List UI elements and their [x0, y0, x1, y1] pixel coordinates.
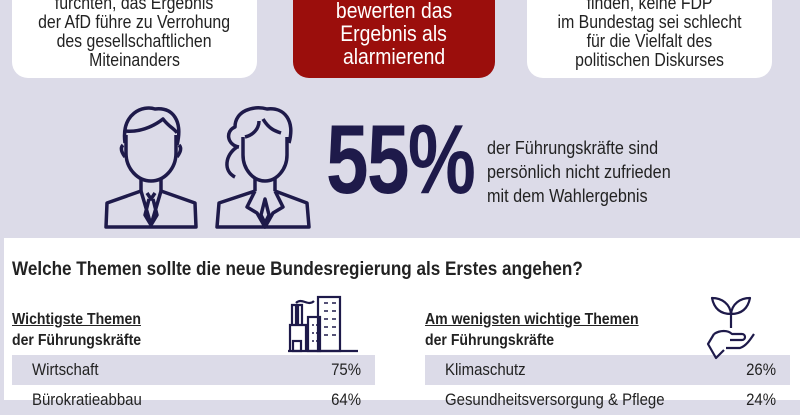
most-important-heading: Wichtigste Themen der Führungskräfte — [12, 309, 141, 351]
plant-in-hand-icon — [706, 296, 755, 360]
section-subtitle: der Führungskräfte — [425, 332, 555, 349]
table-row: Klimaschutz 26% — [425, 355, 790, 385]
callout-line: im Bundestag sei schlecht — [557, 12, 742, 32]
section-title: Am wenigsten wichtige Themen — [425, 311, 639, 328]
topic-value: 64% — [331, 390, 361, 409]
table-row: Wirtschaft 75% — [12, 355, 375, 385]
section-subtitle: der Führungskräfte — [12, 332, 142, 349]
businessman-icon — [104, 106, 198, 229]
topic-label: Bürokratieabbau — [32, 390, 142, 409]
callout-line: politischen Diskurses — [575, 50, 724, 70]
stat-line: persönlich nicht zufrieden — [487, 162, 671, 182]
callout-center: bewerten das Ergebnis als alarmierend — [293, 0, 495, 78]
topic-value: 26% — [746, 360, 776, 379]
industry-buildings-icon — [288, 295, 358, 353]
topic-value: 75% — [331, 360, 361, 379]
topic-value: 24% — [746, 390, 776, 409]
stat-percentage: 55% — [326, 104, 476, 214]
table-row: Bürokratieabbau 64% — [12, 385, 375, 415]
question-heading: Welche Themen sollte die neue Bundesregi… — [12, 259, 583, 280]
topic-label: Wirtschaft — [32, 360, 99, 379]
callout-line: des gesellschaftlichen — [57, 31, 212, 51]
stat-line: mit dem Wahlergebnis — [487, 186, 648, 206]
callout-line: für die Vielfalt des — [586, 31, 713, 51]
stat-description: der Führungskräfte sind persönlich nicht… — [487, 136, 691, 208]
table-row: Gesundheitsversorgung & Pflege 24% — [425, 385, 790, 415]
callout-line: Ergebnis als — [340, 21, 448, 46]
stat-line: der Führungskräfte sind — [487, 138, 659, 158]
callout-line: fürchten, das Ergebnis — [55, 0, 214, 13]
callout-right: finden, keine FDP im Bundestag sei schle… — [527, 0, 772, 78]
callout-left: fürchten, das Ergebnis der AfD führe zu … — [12, 0, 257, 78]
callout-line: der AfD führe zu Verrohung — [38, 12, 231, 32]
callout-line: Miteinanders — [89, 50, 180, 70]
section-title: Wichtigste Themen — [12, 311, 141, 328]
callout-line: finden, keine FDP — [586, 0, 713, 13]
topic-label: Klimaschutz — [445, 360, 526, 379]
topic-label: Gesundheitsversorgung & Pflege — [445, 390, 665, 409]
least-important-heading: Am wenigsten wichtige Themen der Führung… — [425, 309, 639, 351]
callout-line: bewerten das — [335, 0, 453, 23]
callout-line: alarmierend — [342, 44, 446, 69]
businesswoman-icon — [215, 106, 311, 229]
